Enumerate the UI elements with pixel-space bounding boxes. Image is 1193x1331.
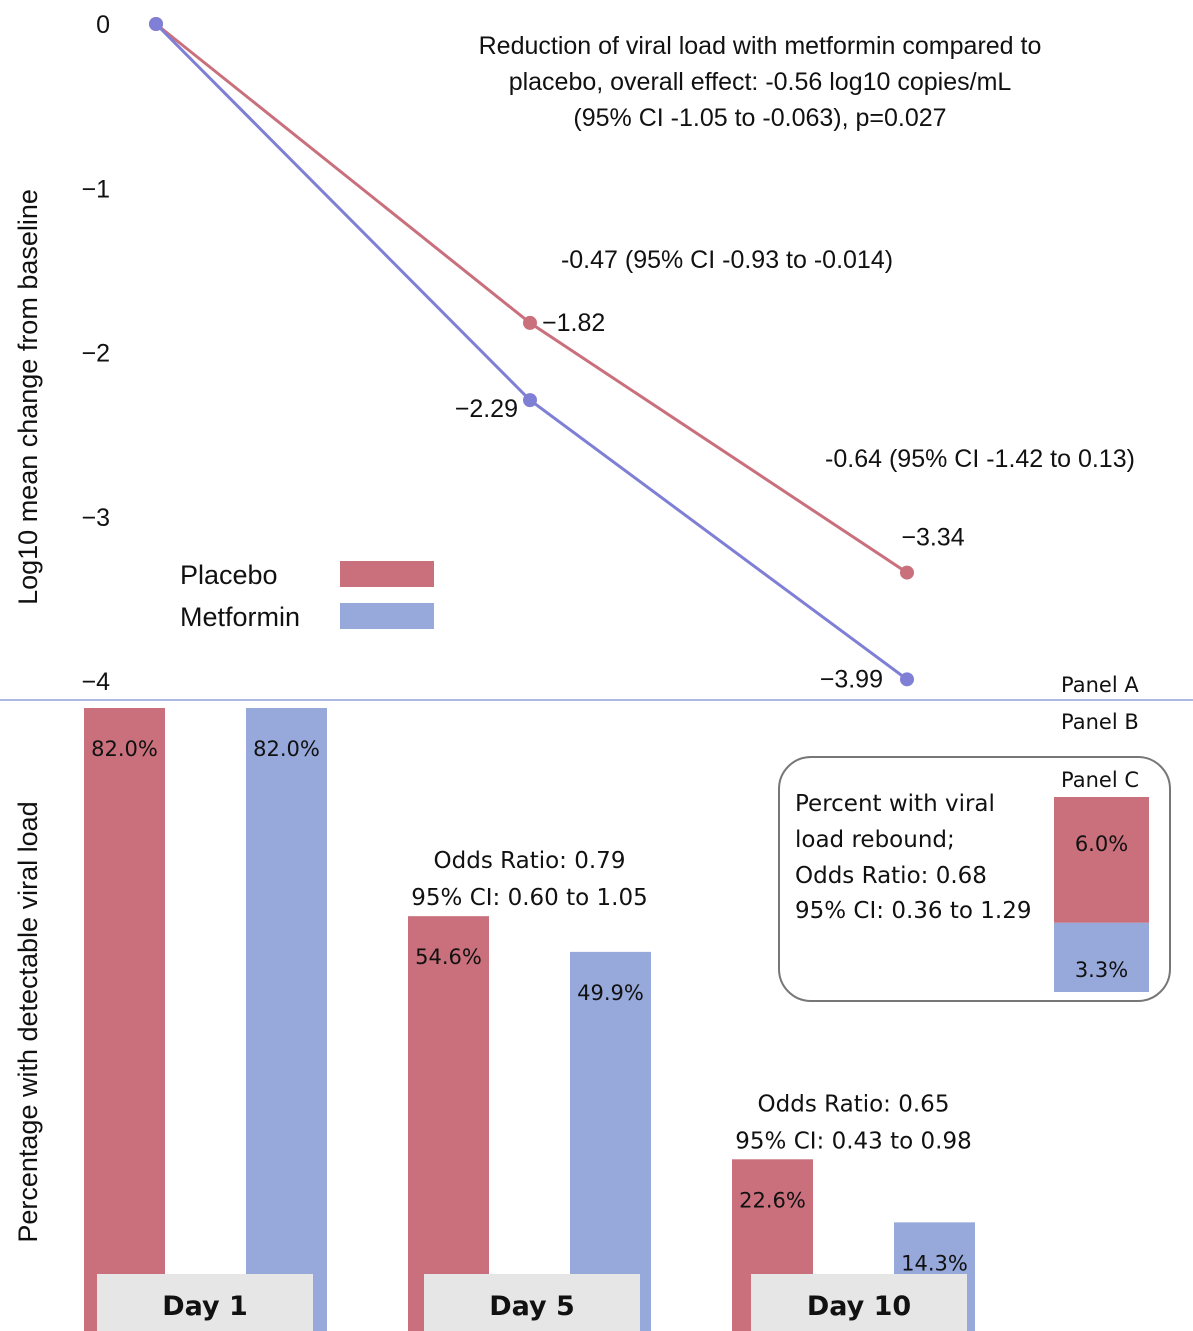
panel-c-label: Panel C (1061, 768, 1139, 792)
bar-value-label: 49.9% (577, 981, 644, 1005)
odds-ratio-annotation-line: 95% CI: 0.60 to 1.05 (411, 885, 647, 911)
overall-annotation-line-3: (95% CI -1.05 to -0.063), p=0.027 (573, 104, 946, 132)
overall-annotation-line-2: placebo, overall effect: -0.56 log10 cop… (509, 68, 1012, 96)
category-label-box (751, 1274, 967, 1331)
data-label-metformin: −2.29 (455, 395, 518, 423)
category-label: Day 10 (807, 1291, 911, 1322)
panel-a-legend: Placebo Metformin (180, 560, 434, 632)
panel-b-label: Panel B (1061, 710, 1139, 734)
day10-difference-annotation: -0.64 (95% CI -1.42 to 0.13) (825, 445, 1135, 473)
rebound-bar-metformin (1054, 922, 1149, 992)
y-tick-label: −2 (81, 340, 110, 368)
panel-a-point-labels: −1.82 −3.34 −2.29 −3.99 (455, 309, 965, 693)
data-point-placebo (900, 565, 914, 580)
bar-value-label: 22.6% (739, 1188, 806, 1212)
bar-value-label: 82.0% (91, 737, 158, 761)
panel-b-annotations: Odds Ratio: 0.79 95% CI: 0.60 to 1.05 Odds… (411, 848, 971, 1154)
panel-c-text-line-2: load rebound; (795, 827, 955, 853)
bar-metformin-day-1 (246, 708, 327, 1331)
legend-placebo-swatch (340, 561, 434, 587)
data-label-metformin: −3.99 (820, 665, 883, 693)
panel-c-text-line-1: Percent with viral (795, 791, 995, 817)
panel-a-overall-annotation: Reduction of viral load with metformin c… (479, 32, 1042, 132)
bar-value-label: 14.3% (901, 1251, 968, 1275)
rebound-bar-value-label: 3.3% (1075, 958, 1128, 982)
panel-a-y-axis-label: Log10 mean change from baseline (13, 189, 43, 605)
category-label-box (424, 1274, 640, 1331)
panel-c-inset: Panel C Percent with viral load rebound;… (778, 756, 1171, 1002)
panel-a-label: Panel A (1061, 673, 1139, 697)
panel-c-border (778, 756, 1171, 1002)
panel-c-text-line-3: Odds Ratio: 0.68 (795, 863, 987, 889)
panel-a-line-chart: Log10 mean change from baseline 0 −1 −2 −3 −… (13, 11, 1135, 696)
panel-b-category-labels: Day 1 Day 5 Day 10 (97, 1274, 967, 1331)
category-label-box (97, 1274, 313, 1331)
data-point-placebo (523, 315, 537, 330)
odds-ratio-annotation-line: Odds Ratio: 0.65 (758, 1091, 950, 1117)
category-label: Day 5 (489, 1291, 575, 1322)
rebound-bar-value-label: 6.0% (1075, 832, 1128, 856)
panel-a-y-ticks: 0 −1 −2 −3 −4 (81, 11, 110, 696)
day5-difference-annotation: -0.47 (95% CI -0.93 to -0.014) (561, 246, 893, 274)
bar-metformin-day-5 (570, 951, 651, 1331)
y-tick-label: −3 (81, 504, 110, 532)
panel-c-stacked-bar: 6.0% 3.3% (1054, 797, 1149, 992)
bar-value-label: 54.6% (415, 945, 482, 969)
bar-value-label: 82.0% (253, 737, 320, 761)
panel-c-text-line-4: 95% CI: 0.36 to 1.29 (795, 898, 1031, 924)
legend-metformin-label: Metformin (180, 602, 300, 632)
bar-placebo-day-5 (408, 916, 489, 1331)
data-point-metformin (149, 17, 163, 31)
panel-b-bar-chart: Percentage with detectable viral load 82… (13, 708, 975, 1331)
data-point-metformin (900, 672, 914, 687)
panel-b-y-axis-label: Percentage with detectable viral load (13, 801, 43, 1242)
odds-ratio-annotation-line: Odds Ratio: 0.79 (434, 848, 626, 874)
legend-placebo-label: Placebo (180, 560, 278, 590)
data-label-placebo: −3.34 (901, 524, 964, 552)
category-label: Day 1 (162, 1291, 248, 1322)
data-point-metformin (523, 393, 537, 408)
bar-placebo-day-1 (84, 708, 165, 1331)
rebound-bar-placebo (1054, 797, 1149, 923)
y-tick-label: −1 (81, 175, 110, 203)
panel-a-points (149, 17, 914, 687)
panel-c-text: Percent with viral load rebound; Odds Ra… (795, 791, 1031, 924)
y-tick-label: 0 (96, 11, 110, 39)
odds-ratio-annotation-line: 95% CI: 0.43 to 0.98 (735, 1128, 971, 1154)
overall-annotation-line-1: Reduction of viral load with metformin c… (479, 32, 1042, 60)
legend-metformin-swatch (340, 603, 434, 629)
y-tick-label: −4 (81, 668, 110, 696)
data-label-placebo: −1.82 (542, 309, 605, 337)
